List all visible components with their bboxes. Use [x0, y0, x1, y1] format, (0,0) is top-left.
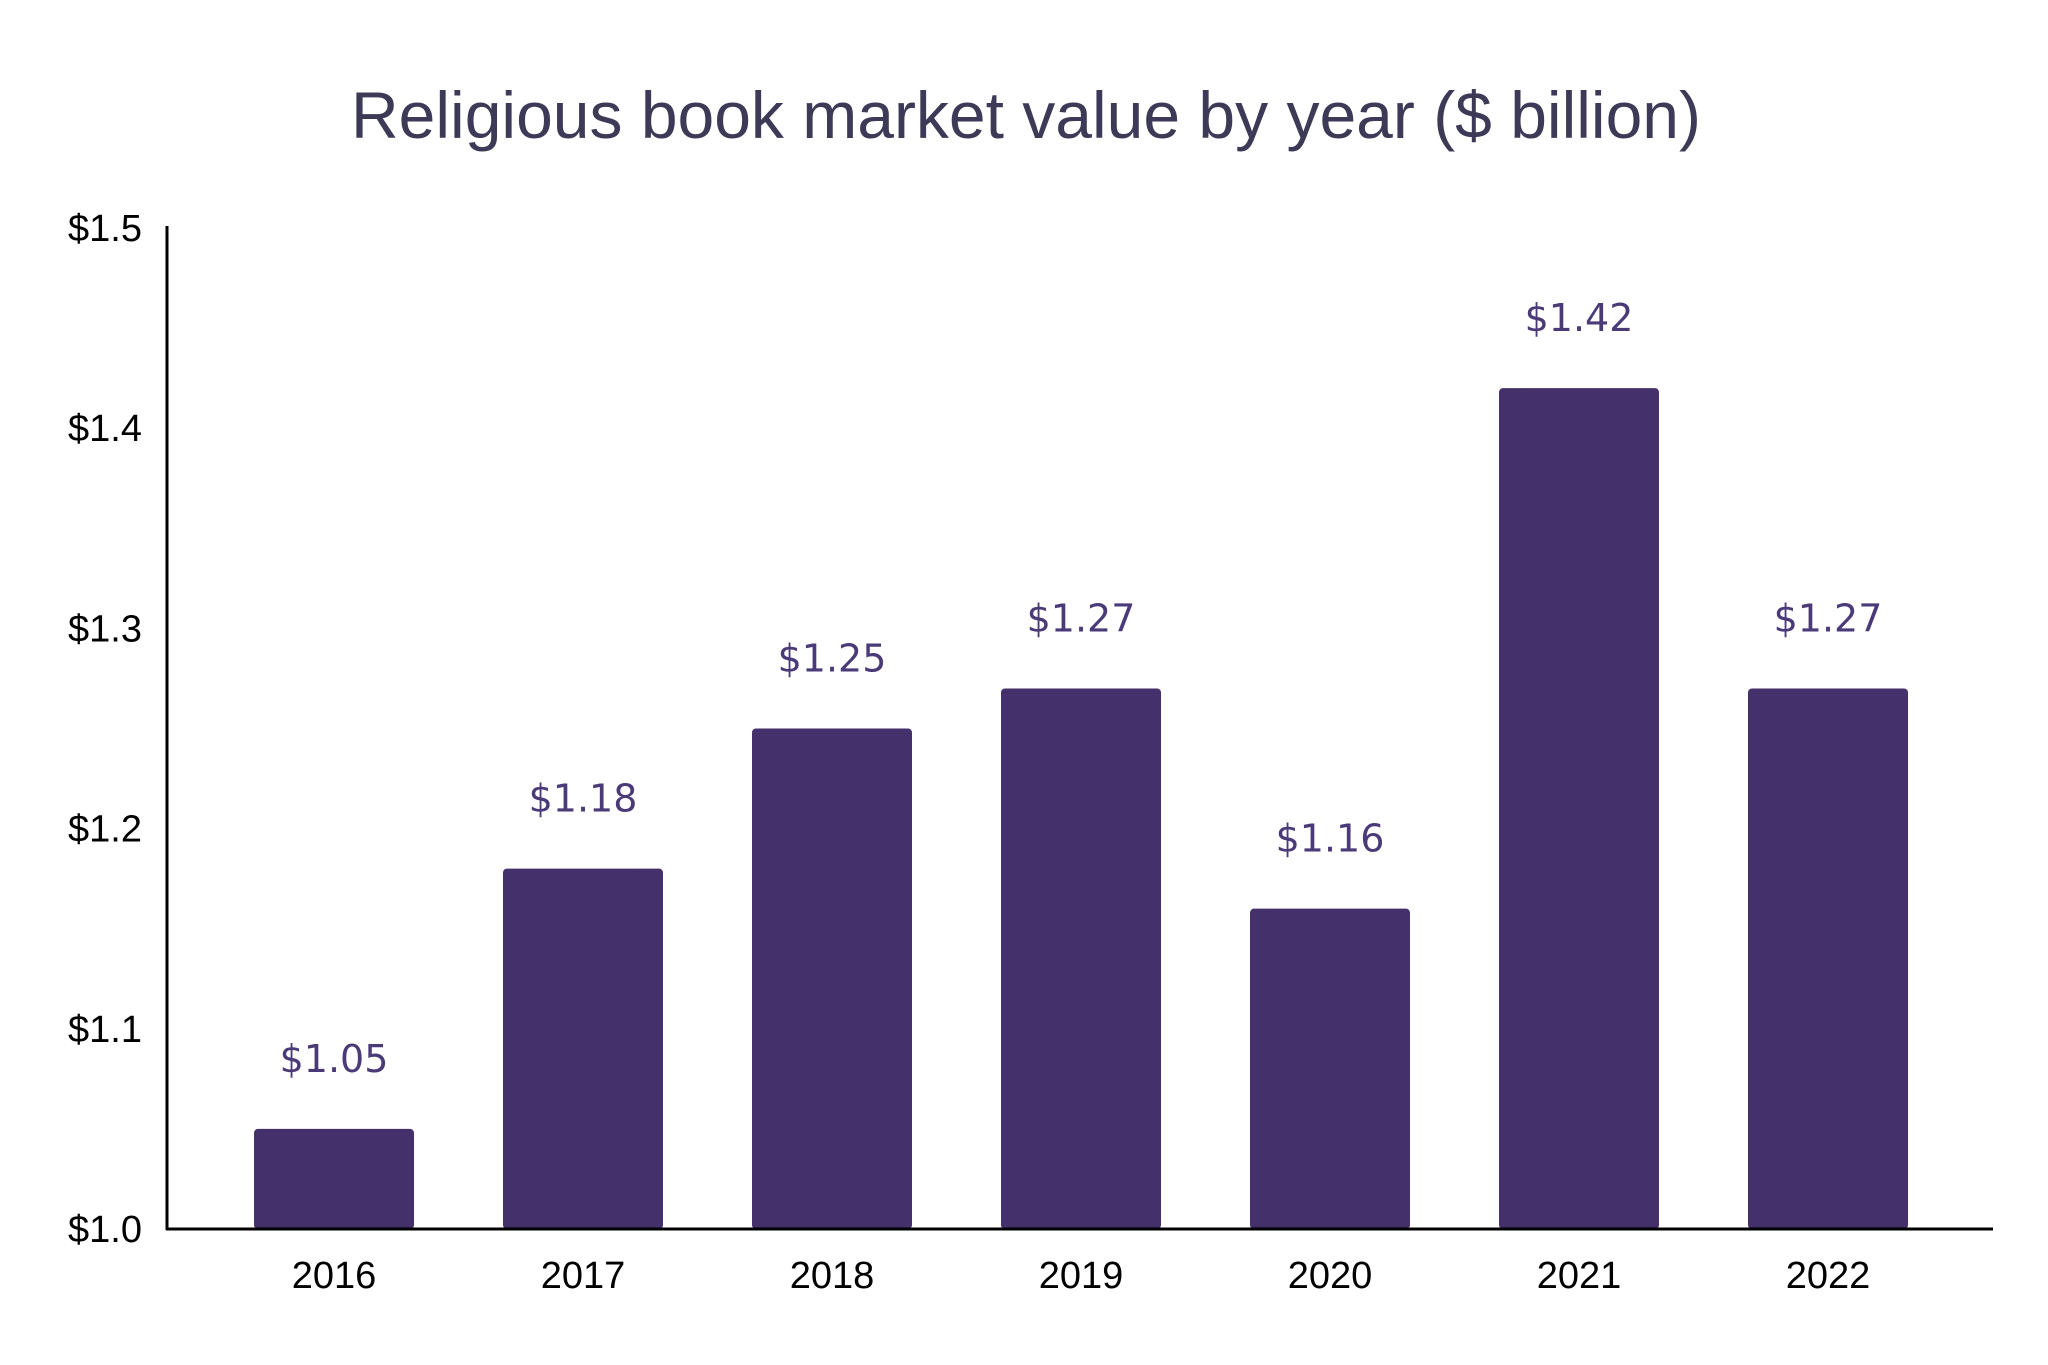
data-labels: $1.05 $1.18 $1.25 $1.27 $1.16 $1.42 $1.27	[280, 296, 1883, 1081]
x-axis-ticks: 2016 2017 2018 2019 2020 2021 2022	[292, 1255, 1871, 1297]
x-tick-label: 2021	[1537, 1255, 1622, 1297]
data-label: $1.18	[529, 777, 638, 821]
y-tick-label: $1.0	[68, 1209, 142, 1251]
y-tick-label: $1.4	[68, 408, 142, 450]
y-tick-label: $1.1	[68, 1009, 142, 1051]
data-label: $1.27	[1027, 596, 1136, 640]
bar-2018	[752, 728, 912, 1229]
bar-2020	[1250, 908, 1410, 1229]
bar-2021	[1499, 388, 1659, 1229]
y-tick-label: $1.2	[68, 809, 142, 851]
data-label: $1.25	[778, 637, 887, 681]
chart-title: Religious book market value by year ($ b…	[351, 78, 1701, 152]
x-tick-label: 2020	[1288, 1255, 1373, 1297]
x-tick-label: 2019	[1039, 1255, 1124, 1297]
data-label: $1.05	[280, 1037, 389, 1081]
y-axis-ticks: $1.0 $1.1 $1.2 $1.3 $1.4 $1.5	[68, 208, 142, 1251]
bar-2022	[1748, 688, 1908, 1229]
x-tick-label: 2022	[1786, 1255, 1871, 1297]
bar-2016	[254, 1128, 414, 1229]
x-tick-label: 2016	[292, 1255, 377, 1297]
bar-2017	[503, 868, 663, 1229]
data-label: $1.42	[1525, 296, 1634, 340]
y-tick-label: $1.3	[68, 608, 142, 650]
data-label: $1.27	[1774, 596, 1883, 640]
x-tick-label: 2017	[541, 1255, 626, 1297]
bars	[254, 388, 1908, 1229]
bar-2019	[1001, 688, 1161, 1229]
data-label: $1.16	[1276, 817, 1385, 861]
x-tick-label: 2018	[790, 1255, 875, 1297]
y-tick-label: $1.5	[68, 208, 142, 250]
